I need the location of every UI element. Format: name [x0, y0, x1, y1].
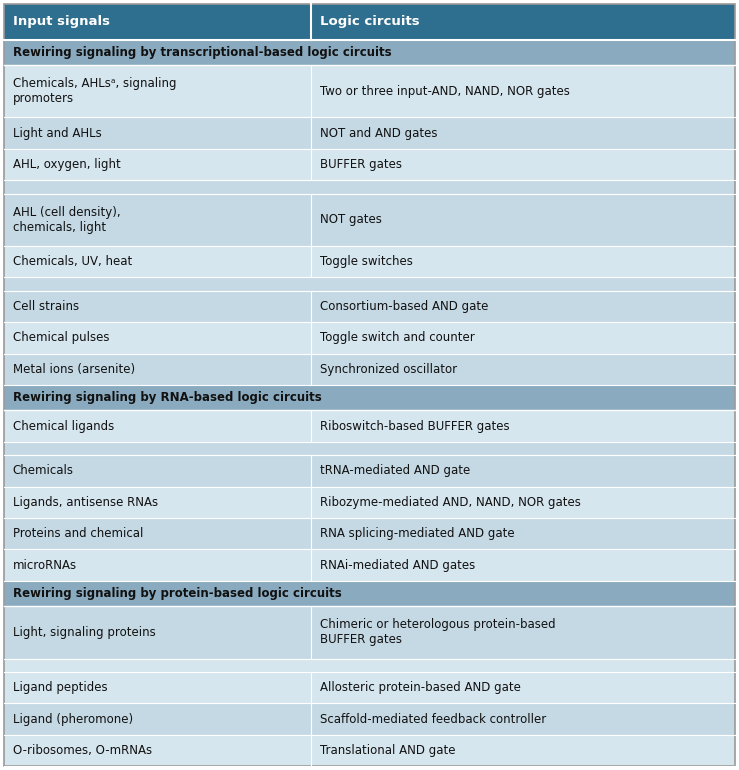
- Text: Rewiring signaling by RNA-based logic circuits: Rewiring signaling by RNA-based logic ci…: [13, 391, 321, 404]
- Bar: [4, 410, 735, 442]
- Text: Ligand (pheromone): Ligand (pheromone): [13, 712, 133, 725]
- Text: Chemicals, AHLsᵃ, signaling
promoters: Chemicals, AHLsᵃ, signaling promoters: [13, 77, 176, 105]
- Text: BUFFER gates: BUFFER gates: [320, 158, 402, 171]
- Bar: [4, 581, 735, 606]
- Bar: [4, 194, 735, 246]
- Bar: [4, 149, 735, 180]
- Text: Toggle switch and counter: Toggle switch and counter: [320, 331, 474, 344]
- Text: microRNAs: microRNAs: [13, 558, 77, 571]
- Text: Light, signaling proteins: Light, signaling proteins: [13, 626, 155, 639]
- Text: Chemical pulses: Chemical pulses: [13, 331, 109, 344]
- Bar: [4, 4, 735, 40]
- Text: Proteins and chemical: Proteins and chemical: [13, 527, 143, 541]
- Text: Logic circuits: Logic circuits: [320, 15, 420, 28]
- Text: Rewiring signaling by transcriptional-based logic circuits: Rewiring signaling by transcriptional-ba…: [13, 46, 391, 59]
- Text: Riboswitch-based BUFFER gates: Riboswitch-based BUFFER gates: [320, 420, 509, 433]
- Text: Two or three input-AND, NAND, NOR gates: Two or three input-AND, NAND, NOR gates: [320, 85, 570, 98]
- Bar: [4, 322, 735, 353]
- Text: Rewiring signaling by protein-based logic circuits: Rewiring signaling by protein-based logi…: [13, 587, 341, 600]
- Text: AHL, oxygen, light: AHL, oxygen, light: [13, 158, 120, 171]
- Text: NOT and AND gates: NOT and AND gates: [320, 126, 437, 139]
- Bar: [4, 118, 735, 149]
- Bar: [4, 703, 735, 735]
- Bar: [4, 606, 735, 658]
- Bar: [4, 180, 735, 194]
- Text: O-ribosomes, O-mRNAs: O-ribosomes, O-mRNAs: [13, 744, 151, 757]
- Bar: [4, 246, 735, 277]
- Bar: [4, 353, 735, 385]
- Bar: [4, 518, 735, 550]
- Text: Consortium-based AND gate: Consortium-based AND gate: [320, 300, 488, 313]
- Bar: [4, 65, 735, 118]
- Text: Light and AHLs: Light and AHLs: [13, 126, 101, 139]
- Text: Cell strains: Cell strains: [13, 300, 78, 313]
- Text: AHL (cell density),
chemicals, light: AHL (cell density), chemicals, light: [13, 206, 120, 234]
- Bar: [4, 291, 735, 322]
- Bar: [4, 672, 735, 703]
- Text: Metal ions (arsenite): Metal ions (arsenite): [13, 363, 134, 376]
- Text: Synchronized oscillator: Synchronized oscillator: [320, 363, 457, 376]
- Text: Input signals: Input signals: [13, 15, 109, 28]
- Bar: [4, 487, 735, 518]
- Text: Chemicals: Chemicals: [13, 464, 74, 477]
- Text: Chimeric or heterologous protein-based
BUFFER gates: Chimeric or heterologous protein-based B…: [320, 618, 556, 646]
- Text: RNAi-mediated AND gates: RNAi-mediated AND gates: [320, 558, 475, 571]
- Text: tRNA-mediated AND gate: tRNA-mediated AND gate: [320, 464, 470, 477]
- Text: Ligand peptides: Ligand peptides: [13, 681, 107, 695]
- Bar: [4, 735, 735, 766]
- Bar: [4, 442, 735, 455]
- Text: Translational AND gate: Translational AND gate: [320, 744, 455, 757]
- Text: Toggle switches: Toggle switches: [320, 255, 412, 268]
- Bar: [4, 385, 735, 410]
- Bar: [4, 455, 735, 487]
- Text: Allosteric protein-based AND gate: Allosteric protein-based AND gate: [320, 681, 521, 695]
- Bar: [4, 658, 735, 672]
- Text: Ribozyme-mediated AND, NAND, NOR gates: Ribozyme-mediated AND, NAND, NOR gates: [320, 496, 581, 509]
- Bar: [4, 40, 735, 65]
- Text: RNA splicing-mediated AND gate: RNA splicing-mediated AND gate: [320, 527, 514, 541]
- Text: NOT gates: NOT gates: [320, 213, 382, 226]
- Text: Scaffold-mediated feedback controller: Scaffold-mediated feedback controller: [320, 712, 546, 725]
- Bar: [4, 277, 735, 291]
- Bar: [4, 550, 735, 581]
- Text: Chemicals, UV, heat: Chemicals, UV, heat: [13, 255, 132, 268]
- Text: Ligands, antisense RNAs: Ligands, antisense RNAs: [13, 496, 157, 509]
- Text: Chemical ligands: Chemical ligands: [13, 420, 114, 433]
